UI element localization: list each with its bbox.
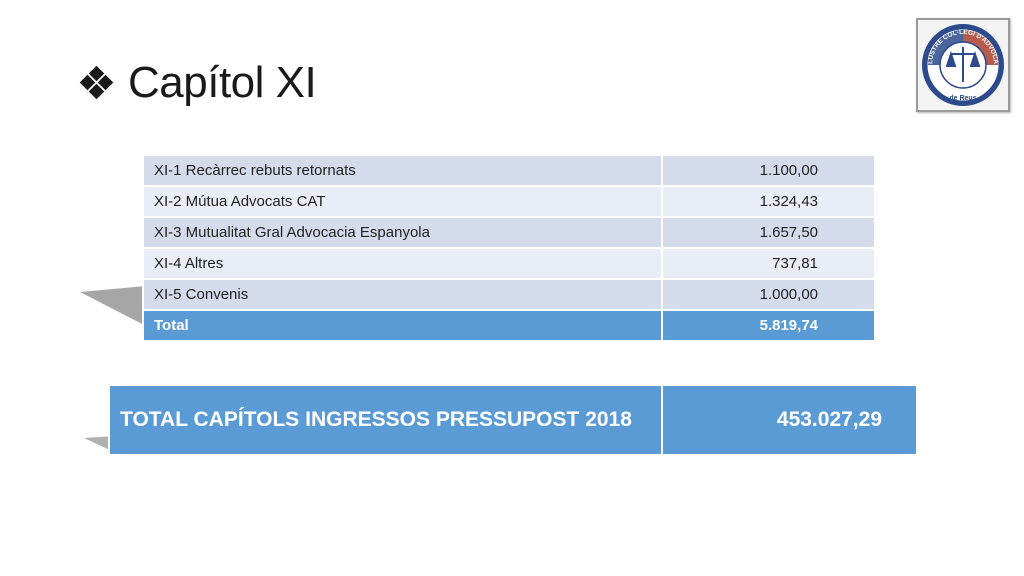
grand-total-row: TOTAL CAPÍTOLS INGRESSOS PRESSUPOST 2018…	[108, 384, 918, 456]
table-row: XI-3 Mutualitat Gral Advocacia Espanyola…	[142, 216, 876, 249]
total-value: 5.819,74	[661, 309, 876, 342]
row-value: 1.000,00	[661, 278, 876, 311]
college-logo: IL·LUSTRE COL·LEGI D'ADVOCATS de Reus	[916, 15, 1010, 112]
row-value: 737,81	[661, 247, 876, 280]
row-label: XI-2 Mútua Advocats CAT	[142, 185, 663, 218]
decorative-shadow	[80, 286, 146, 326]
total-label: Total	[142, 309, 663, 342]
table-row: XI-2 Mútua Advocats CAT 1.324,43	[142, 185, 876, 218]
slide-title: Capítol XI	[128, 58, 317, 107]
diamond-bullet-icon	[79, 65, 114, 100]
logo-subtext: de Reus	[949, 95, 976, 102]
chapter-detail-table: XI-1 Recàrrec rebuts retornats 1.100,00 …	[142, 154, 876, 342]
table-row: XI-1 Recàrrec rebuts retornats 1.100,00	[142, 154, 876, 187]
row-label: XI-1 Recàrrec rebuts retornats	[142, 154, 663, 187]
slide-header: Capítol XI	[79, 58, 317, 108]
table-row: XI-5 Convenis 1.000,00	[142, 278, 876, 311]
row-value: 1.100,00	[661, 154, 876, 187]
grand-total-label: TOTAL CAPÍTOLS INGRESSOS PRESSUPOST 2018	[108, 384, 663, 456]
row-label: XI-4 Altres	[142, 247, 663, 280]
grand-total-table: TOTAL CAPÍTOLS INGRESSOS PRESSUPOST 2018…	[108, 384, 918, 456]
row-label: XI-5 Convenis	[142, 278, 663, 311]
row-label: XI-3 Mutualitat Gral Advocacia Espanyola	[142, 216, 663, 249]
grand-total-value: 453.027,29	[661, 384, 918, 456]
row-value: 1.657,50	[661, 216, 876, 249]
row-value: 1.324,43	[661, 185, 876, 218]
decorative-shadow	[84, 436, 114, 452]
total-row: Total 5.819,74	[142, 309, 876, 342]
table-row: XI-4 Altres 737,81	[142, 247, 876, 280]
